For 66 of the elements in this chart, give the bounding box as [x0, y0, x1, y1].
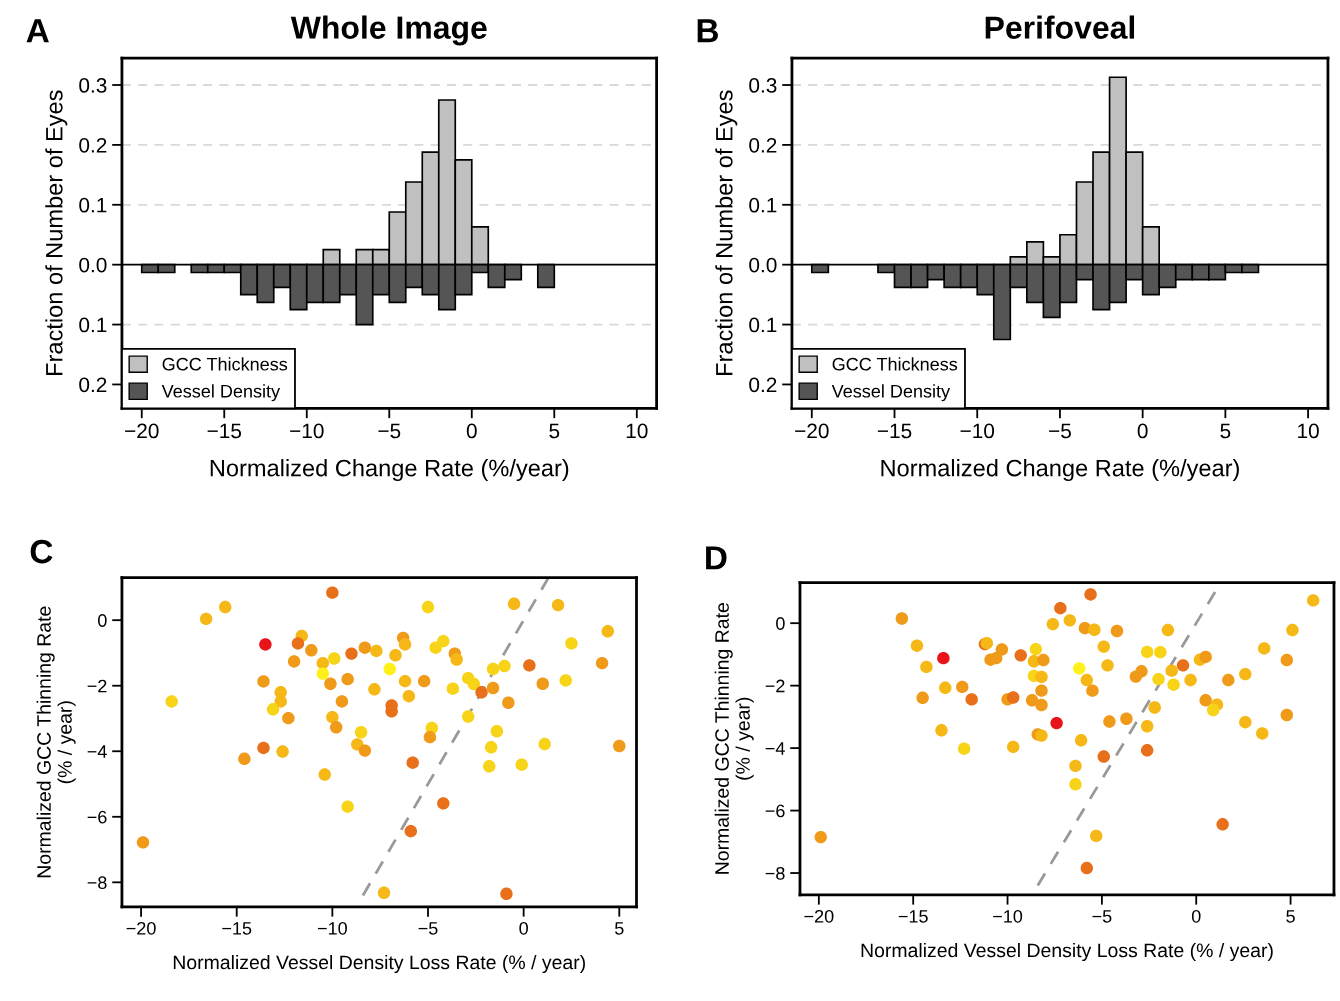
y-tick-label: −6 — [87, 810, 107, 824]
x-tick-label: 5 — [549, 423, 560, 439]
x-tick-label: −10 — [317, 921, 347, 935]
y-tick-label: 0.1 — [79, 197, 107, 213]
y-tick-label: 0 — [776, 617, 785, 630]
x-tick-label: 0 — [466, 423, 477, 439]
y-tick-label: 0.3 — [79, 78, 107, 93]
y-tick-label: 0.0 — [79, 257, 107, 273]
y-tick-label: 0.2 — [749, 137, 777, 153]
y-tick-label: 0.1 — [749, 317, 777, 333]
x-tick-label: 5 — [1286, 910, 1295, 923]
y-tick-label: 0.2 — [749, 377, 777, 393]
text: C — [30, 539, 53, 564]
text: A — [26, 19, 49, 43]
x-axis-title: Normalized Change Rate (%/year) — [210, 459, 569, 482]
y-tick-label: −6 — [765, 804, 785, 818]
x-tick-label: −10 — [993, 909, 1023, 923]
y-tick-label: −8 — [765, 866, 785, 880]
y-axis-title: Fraction of Number of Eyes — [715, 90, 738, 375]
y-axis-title: Fraction of Number of Eyes — [45, 90, 68, 375]
y-tick-label: 0.2 — [79, 137, 107, 153]
x-axis-title: Normalized Change Rate (%/year) — [881, 459, 1239, 482]
x-tick-label: −10 — [290, 423, 324, 439]
x-tick-label: −15 — [222, 922, 252, 935]
y-tick-label: 0.3 — [749, 78, 777, 93]
text: D — [706, 546, 727, 570]
y-tick-label: 0.2 — [79, 377, 107, 393]
x-tick-label: −20 — [795, 423, 829, 439]
x-tick-label: 0 — [1191, 909, 1201, 923]
x-tick-label: −5 — [1092, 910, 1112, 923]
x-tick-label: −5 — [418, 922, 438, 935]
x-tick-label: −20 — [804, 909, 834, 923]
x-tick-label: −20 — [126, 921, 156, 935]
x-axis-title: Normalized Vessel Density Loss Rate (% / year) — [173, 954, 585, 974]
x-tick-label: −20 — [125, 423, 159, 439]
x-tick-label: −15 — [877, 423, 912, 439]
y-tick-label: 0 — [98, 614, 107, 627]
legend-label: Vessel Density — [161, 384, 281, 402]
y-tick-label: −2 — [87, 679, 107, 693]
x-axis-title: Normalized Vessel Density Loss Rate (% / year) — [861, 942, 1273, 962]
y-tick-label: 0.1 — [749, 197, 777, 213]
chart-title: Perifoveal — [985, 15, 1135, 39]
x-tick-label: −5 — [1049, 423, 1071, 439]
x-tick-label: 5 — [1220, 423, 1231, 439]
chart-title: Whole Image — [290, 15, 487, 46]
x-tick-label: −10 — [960, 423, 995, 439]
y-tick-label: 0.1 — [79, 317, 107, 333]
y-tick-label: −4 — [765, 742, 785, 755]
x-tick-label: 10 — [1298, 423, 1319, 439]
x-tick-label: −15 — [898, 910, 928, 923]
legend-label: GCC Thickness — [162, 357, 288, 371]
y-tick-label: −2 — [765, 679, 785, 693]
y-tick-label: −8 — [87, 876, 107, 890]
legend-label: GCC Thickness — [832, 357, 958, 371]
text: B — [697, 19, 719, 43]
y-tick-label: −4 — [87, 745, 107, 758]
y-tick-label: 0.0 — [749, 257, 777, 273]
x-tick-label: −5 — [378, 423, 401, 439]
legend-label: Vessel Density — [831, 384, 951, 402]
y-axis-title: Normalized GCC Thinning Rate (% / year) — [714, 603, 754, 874]
x-tick-label: 0 — [1137, 423, 1148, 439]
x-tick-label: −15 — [207, 423, 242, 439]
x-tick-label: 10 — [626, 423, 648, 439]
x-tick-label: 0 — [519, 921, 528, 935]
y-axis-title: Normalized GCC Thinning Rate (% / year) — [36, 606, 76, 878]
x-tick-label: 5 — [614, 922, 624, 935]
